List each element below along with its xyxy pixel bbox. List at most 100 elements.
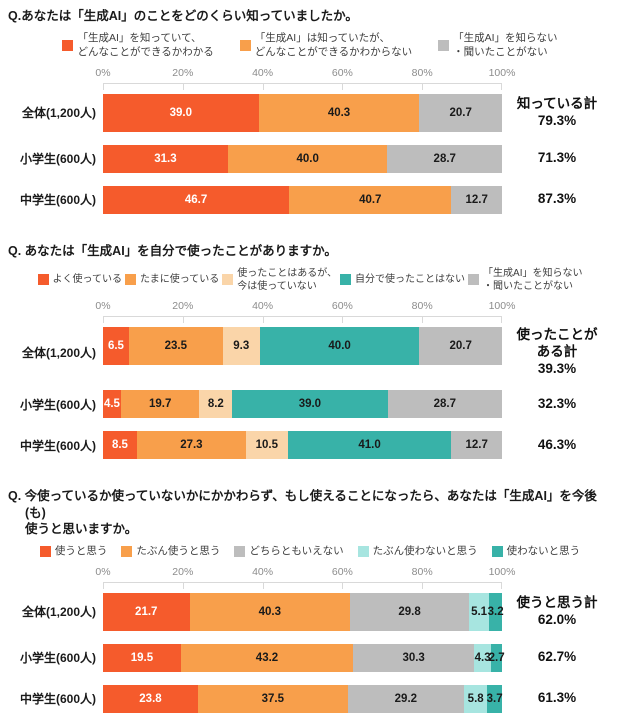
x-axis-labels: 0% 20% 40% 60% 80% 100% [8,566,612,580]
axis-tick-label: 60% [331,66,353,79]
bar-segment: 28.7 [387,390,503,419]
axis-tick-labels: 0% 20% 40% 60% 80% 100% [95,565,515,580]
legend-swatch-icon [491,546,503,558]
legend-label: たぶん使うと思う [136,545,221,558]
bar-row: 中学生(600人) 46.7 40.7 12.7 87.3% [8,185,612,214]
axis-tick-label: 80% [411,565,433,578]
bar-row: 中学生(600人) 8.5 27.3 10.5 41.0 12.7 46.3% [8,431,612,460]
axis-tick-mark [103,83,104,90]
axis-tick-label: 40% [252,299,274,312]
stacked-bar: 6.5 23.5 9.3 40.0 20.7 [103,326,502,365]
legend-label: 「生成AI」は知っていたが、 どんなことができるかわからない [254,32,413,58]
bar-segment: 3.2 [488,592,504,631]
legend-label: 使わないと思う [506,545,581,558]
bar-segment: 12.7 [451,431,502,460]
chart-usage-experience: Q. あなたは「生成AI」を自分で使ったことがありますか。 よく使っている たまに… [8,243,612,460]
legend-item: たぶん使わないと思う [357,545,478,559]
legend-item: 使わないと思う [491,545,581,559]
total-value: 71.3% [537,150,577,166]
axis-tick-mark [103,582,104,589]
axis-tick-label: 60% [331,565,353,578]
row-total: 61.3% [502,685,612,713]
legend-label: 「生成AI」を知らない ・聞いたことがない [453,32,558,58]
axis-tick-label: 0% [95,299,111,312]
chart-title: Q. 今使っているか使っていないかにかかわらず、もし使えることになったら、あなた… [8,489,597,536]
axis-ruler [103,315,502,323]
bar-segment: 4.3 [474,643,492,672]
legend-item: よく使っている [37,273,122,286]
legend-item: 自分で使ったことはない [340,273,465,286]
bar-segment: 37.5 [197,684,348,713]
bar-segment: 2.7 [489,643,505,672]
axis-tick-mark [182,316,184,323]
axis-tick-mark [422,83,424,90]
axis-tick-label: 60% [331,299,353,312]
row-label: 中学生(600人) [19,692,96,707]
row-label: 全体(1,200人) [21,106,96,121]
bar-segment: 40.3 [258,93,420,132]
bar-segment: 8.2 [199,390,233,419]
stacked-bar: 8.5 27.3 10.5 41.0 12.7 [103,431,502,460]
legend-item: 使うと思う [39,545,108,559]
bar-segment: 5.8 [464,684,488,713]
bar-segment: 23.8 [103,684,198,713]
row-total: 知っている計 79.3% [502,94,612,132]
bar-segment: 4.5 [103,390,121,419]
chart-awareness: Q.あなたは「生成AI」のことをどのくらい知っていましたか。 「生成AI」を知っ… [8,8,612,214]
total-value: 61.3% [537,690,577,706]
legend-item: 使ったことはあるが、 今は使っていない [222,267,337,293]
row-total: 87.3% [502,186,612,214]
stacked-bar: 31.3 40.0 28.7 [103,144,502,173]
axis-tick-label: 20% [172,66,194,79]
bar-segment: 10.5 [245,431,288,460]
legend-swatch-icon [234,546,246,558]
chart-title: Q.あなたは「生成AI」のことをどのくらい知っていましたか。 [8,9,358,23]
legend-swatch-icon [62,40,74,52]
legend-swatch-icon [438,40,450,52]
axis-tick-label: 80% [411,299,433,312]
axis-tick-label: 40% [252,66,274,79]
bar-segment: 41.0 [287,431,452,460]
axis-tick-mark [422,316,424,323]
total-value: 39.3% [537,360,577,376]
axis-tick-labels: 0% 20% 40% 60% 80% 100% [95,299,515,314]
legend-label: 使ったことはあるが、 今は使っていない [237,267,338,292]
bar-segment: 29.2 [347,684,465,713]
axis-spacer [502,83,612,90]
stacked-bar: 23.8 37.5 29.2 5.8 3.7 [103,684,503,713]
bar-segment: 27.3 [136,431,246,460]
legend-label: どちらともいえない [249,545,344,558]
total-value: 62.7% [537,649,577,665]
bar-segment: 21.7 [103,592,190,631]
axis-tick-label: 100% [488,565,516,578]
axis-spacer [8,316,103,323]
legend-label: 「生成AI」を知らない ・聞いたことがない [483,267,583,292]
row-label: 小学生(600人) [19,651,96,666]
legend-swatch-icon [340,274,352,286]
total-header: 知っている計 [516,95,598,111]
legend-swatch-icon [121,546,133,558]
legend-item: 「生成AI」を知っていて、 どんなことができるかわかる [62,32,214,59]
bar-row: 全体(1,200人) 39.0 40.3 20.7 知っている計 79.3% [8,93,612,132]
bar-row: 小学生(600人) 19.5 43.2 30.3 4.3 2.7 62.7% [8,643,612,672]
legend-label: たまに使っている [140,274,220,286]
bar-rows: 全体(1,200人) 21.7 40.3 29.8 5.1 3.2 使うと思う計 62.0% 小… [8,592,612,713]
legend-swatch-icon [222,274,234,286]
legend-label: 使うと思う [54,545,108,558]
chart-title: Q. あなたは「生成AI」を自分で使ったことがありますか。 [8,243,337,258]
bar-segment: 20.7 [419,93,502,132]
x-axis-labels: 0% 20% 40% 60% 80% 100% [8,300,612,314]
bar-segment: 30.3 [353,643,475,672]
bar-segment: 8.5 [103,431,137,460]
chart-legend: よく使っている たまに使っている 使ったことはあるが、 今は使っていない 自分で使った… [8,267,612,293]
bar-segment: 19.7 [120,390,200,419]
row-label: 中学生(600人) [19,438,96,453]
axis-tick-mark [501,582,502,589]
bar-segment: 12.7 [451,185,502,214]
bar-segment: 20.7 [419,326,502,365]
chart-legend: 使うと思う たぶん使うと思う どちらともいえない たぶん使わないと思う 使わないと思う [8,545,612,559]
legend-item: どちらともいえない [234,545,344,559]
axis-tick-mark [182,83,184,90]
axis-tick-mark [262,83,264,90]
